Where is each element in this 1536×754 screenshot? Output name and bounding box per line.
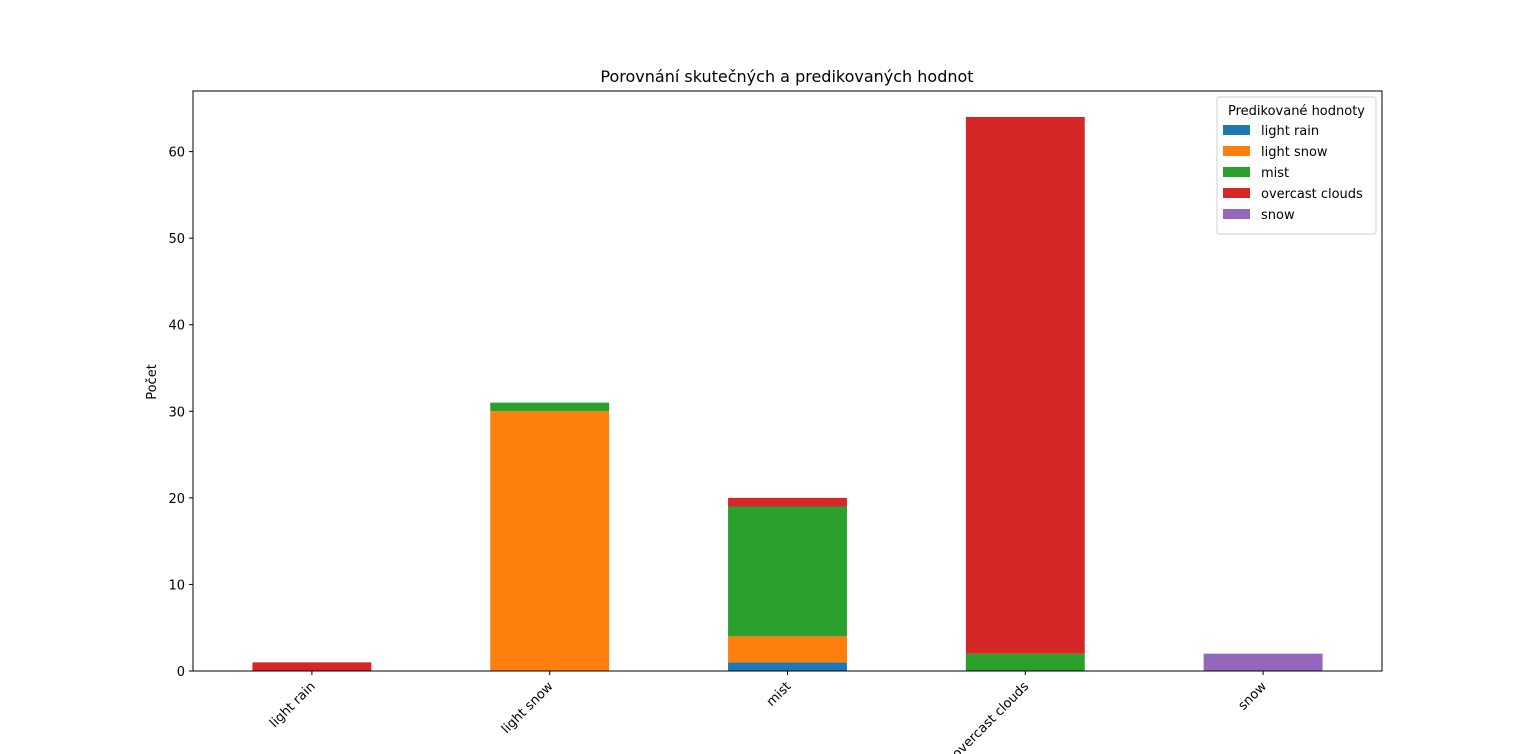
x-tick-label: overcast clouds [950,679,1033,754]
legend-swatch-overcast-clouds [1223,188,1250,198]
y-tick-label: 20 [168,492,185,507]
legend-frame [1216,96,1377,235]
bar-mist-mist [728,506,847,637]
bar-light-snow-mist [490,402,610,412]
y-tick-label: 30 [168,405,185,420]
legend-title: Predikované hodnoty [1228,104,1365,119]
y-tick-label: 0 [177,665,185,680]
x-axis: light rain light snow mist overcast clouds s… [267,671,1270,754]
bar-light-snow-light-snow [490,411,610,671]
plot-frame [192,90,1383,672]
y-axis-label: Počet [145,364,160,400]
bar-overcast-clouds-overcast-clouds [965,116,1085,654]
y-tick-label: 40 [168,319,185,334]
x-tick-label: light rain [267,679,319,731]
y-axis: 0 10 20 30 40 50 60 [168,146,193,680]
bar-mist-light-snow [728,636,847,663]
bar-light-rain-overcast-clouds [252,662,372,671]
legend-swatch-light-snow [1223,146,1250,156]
x-tick-label: snow [1236,679,1271,714]
legend-swatch-snow [1223,209,1250,219]
y-tick-label: 50 [168,232,185,247]
chart-title: Porovnání skutečných a predikovaných hod… [600,67,973,86]
bars-layer [252,116,1323,671]
legend-label-snow: snow [1261,208,1295,223]
bar-mist-overcast-clouds [728,497,847,507]
legend-label-mist: mist [1261,166,1289,181]
bar-mist-light-rain [728,662,847,671]
x-tick-label: mist [764,679,795,710]
legend-label-overcast-clouds: overcast clouds [1261,187,1363,202]
y-tick-label: 60 [168,146,185,161]
x-tick-label: light snow [499,679,557,737]
legend-swatch-light-rain [1223,125,1250,135]
legend-label-light-rain: light rain [1261,124,1319,139]
bar-overcast-clouds-mist [965,653,1085,671]
legend-swatch-mist [1223,167,1250,177]
legend-label-light-snow: light snow [1261,145,1328,160]
bar-snow-snow [1203,653,1323,671]
legend: Predikované hodnoty light rain light snow m… [1216,96,1377,235]
y-tick-label: 10 [168,578,185,593]
